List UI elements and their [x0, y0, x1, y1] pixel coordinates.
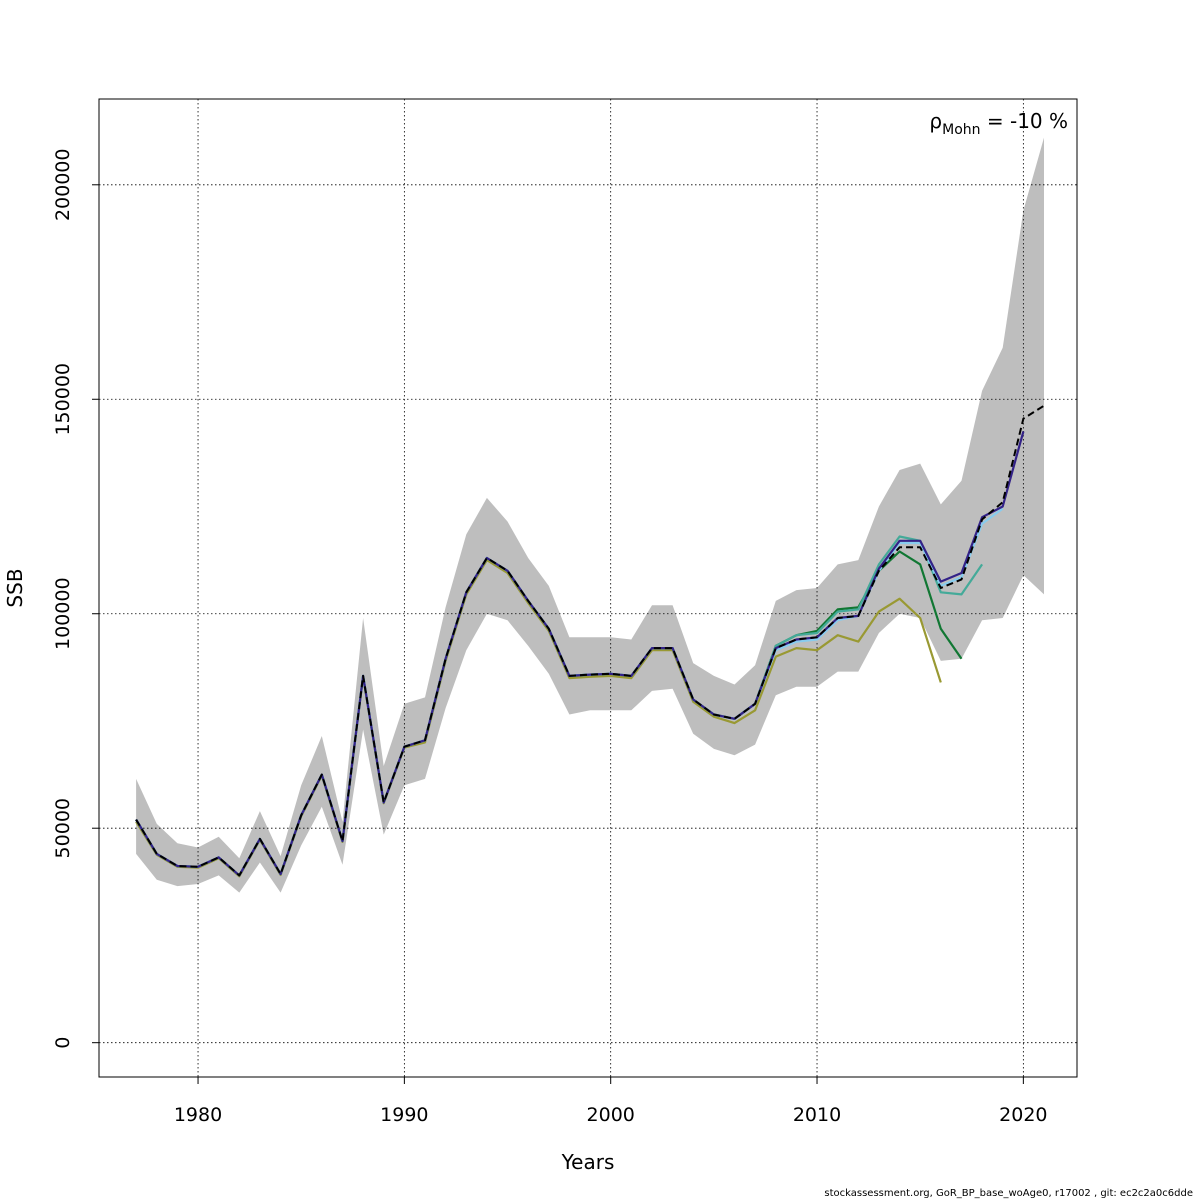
- grid-layer: [99, 99, 1077, 1077]
- x-tick-label: 2020: [999, 1104, 1047, 1126]
- y-tick-label: 150000: [52, 363, 74, 436]
- y-tick-label: 100000: [52, 577, 74, 650]
- mohn-rho-annotation: ρMohn = -10 %: [929, 109, 1068, 138]
- x-tick-label: 2000: [587, 1104, 635, 1126]
- confidence-band: [136, 137, 1045, 893]
- x-tick-label: 1980: [174, 1104, 222, 1126]
- x-tick-label: 2010: [793, 1104, 841, 1126]
- plot-frame: [98, 98, 1078, 1078]
- mohn-rho-value: = -10 %: [981, 109, 1069, 133]
- y-tick-label: 50000: [52, 798, 74, 858]
- series-line-peel1: [135, 431, 1025, 877]
- caption: stockassessment.org, GoR_BP_base_woAge0,…: [824, 1188, 1193, 1199]
- mohn-rho-symbol: ρ: [929, 109, 942, 133]
- x-axis-title: Years: [561, 1150, 615, 1174]
- x-tick-label: 1990: [380, 1104, 428, 1126]
- series-line-base: [135, 404, 1045, 877]
- y-tick-label: 200000: [52, 149, 74, 222]
- y-axis-title: SSB: [3, 568, 27, 607]
- y-tick-label: 0: [52, 1037, 74, 1049]
- mohn-rho-subscript: Mohn: [942, 122, 980, 138]
- series-layer: [135, 404, 1045, 878]
- axis-layer: 1980 1990 2000 2010 2020 0 50000 100000 150000 20…: [52, 149, 1048, 1126]
- confidence-band-layer: [136, 137, 1045, 893]
